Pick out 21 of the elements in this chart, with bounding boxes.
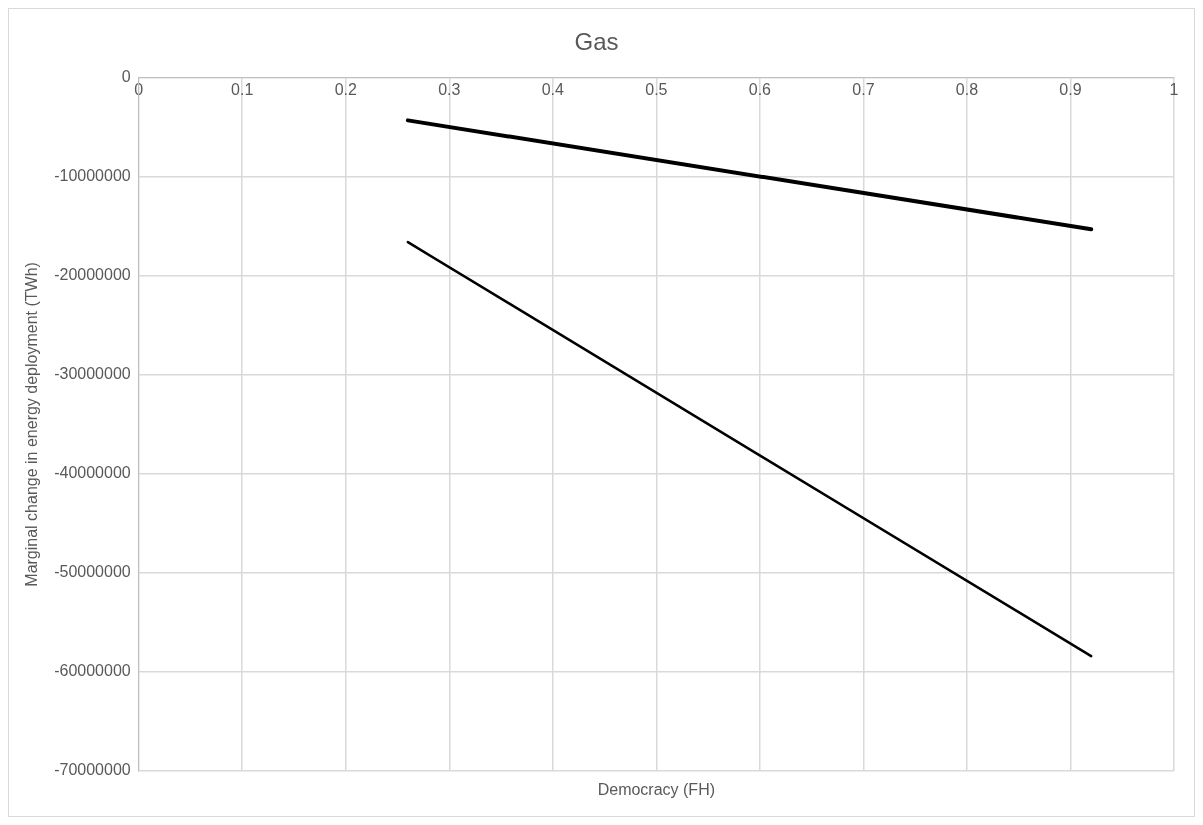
x-tick-label: 0.8 bbox=[955, 80, 979, 98]
y-tick-label: 0 bbox=[121, 68, 131, 86]
y-tick-label: -30000000 bbox=[54, 365, 131, 383]
x-tick-label: 0.5 bbox=[645, 80, 668, 98]
y-tick-label: -20000000 bbox=[54, 266, 131, 284]
x-tick-label: 0.3 bbox=[438, 80, 461, 98]
x-tick-label: 0.6 bbox=[748, 80, 772, 98]
y-tick-label: -10000000 bbox=[54, 167, 131, 185]
x-tick-label: 0.2 bbox=[334, 80, 357, 98]
chart-title: Gas bbox=[574, 28, 619, 56]
y-axis-title: Marginal change in energy deployment (TWh) bbox=[23, 262, 41, 587]
y-tick-label: -40000000 bbox=[54, 464, 131, 482]
y-tick-label: -50000000 bbox=[54, 563, 131, 581]
y-tick-label: -60000000 bbox=[54, 662, 131, 680]
x-tick-label: 0.7 bbox=[852, 80, 875, 98]
x-axis-title: Democracy (FH) bbox=[597, 781, 716, 799]
x-tick-label: 0.4 bbox=[541, 80, 565, 98]
x-tick-label: 0.9 bbox=[1059, 80, 1082, 98]
x-tick-label: 1 bbox=[1169, 80, 1179, 98]
x-tick-label: 0.1 bbox=[231, 80, 254, 98]
y-tick-label: -70000000 bbox=[54, 761, 131, 779]
